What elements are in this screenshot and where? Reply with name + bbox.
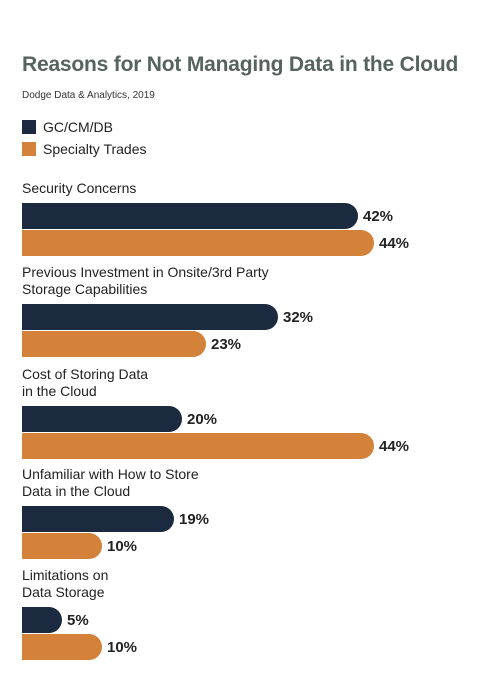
value-label: 44% (379, 438, 409, 455)
category-label: in the Cloud (22, 383, 97, 399)
value-label: 10% (107, 639, 137, 656)
value-label: 5% (67, 612, 89, 629)
bar-specialty (22, 230, 374, 256)
bar-specialty (22, 433, 374, 459)
category-label: Limitations on (22, 567, 108, 583)
bar-gc (22, 607, 62, 633)
value-label: 44% (379, 235, 409, 252)
category-label: Previous Investment in Onsite/3rd Party (22, 264, 269, 280)
legend-swatch-gc (22, 120, 36, 134)
value-label: 42% (363, 208, 393, 225)
bar-gc (22, 406, 182, 432)
bar-specialty (22, 533, 102, 559)
legend-label-specialty: Specialty Trades (43, 141, 147, 157)
value-label: 32% (283, 309, 313, 326)
legend-item-specialty: Specialty Trades (22, 138, 147, 160)
bar-gc (22, 506, 174, 532)
value-label: 19% (179, 511, 209, 528)
value-label: 10% (107, 538, 137, 555)
category-label: Storage Capabilities (22, 281, 147, 297)
bar-specialty (22, 634, 102, 660)
legend-label-gc: GC/CM/DB (43, 119, 113, 135)
category-label: Data Storage (22, 584, 105, 600)
value-label: 23% (211, 336, 241, 353)
bar-gc (22, 304, 278, 330)
legend-item-gc: GC/CM/DB (22, 116, 147, 138)
value-label: 20% (187, 411, 217, 428)
category-label: Data in the Cloud (22, 483, 130, 499)
bar-specialty (22, 331, 206, 357)
legend: GC/CM/DB Specialty Trades (22, 116, 147, 160)
category-label: Cost of Storing Data (22, 366, 148, 382)
category-label: Security Concerns (22, 180, 136, 196)
legend-swatch-specialty (22, 142, 36, 156)
category-label: Unfamiliar with How to Store (22, 466, 199, 482)
chart-subtitle: Dodge Data & Analytics, 2019 (22, 90, 155, 101)
chart-title: Reasons for Not Managing Data in the Clo… (22, 53, 459, 76)
bar-gc (22, 203, 358, 229)
